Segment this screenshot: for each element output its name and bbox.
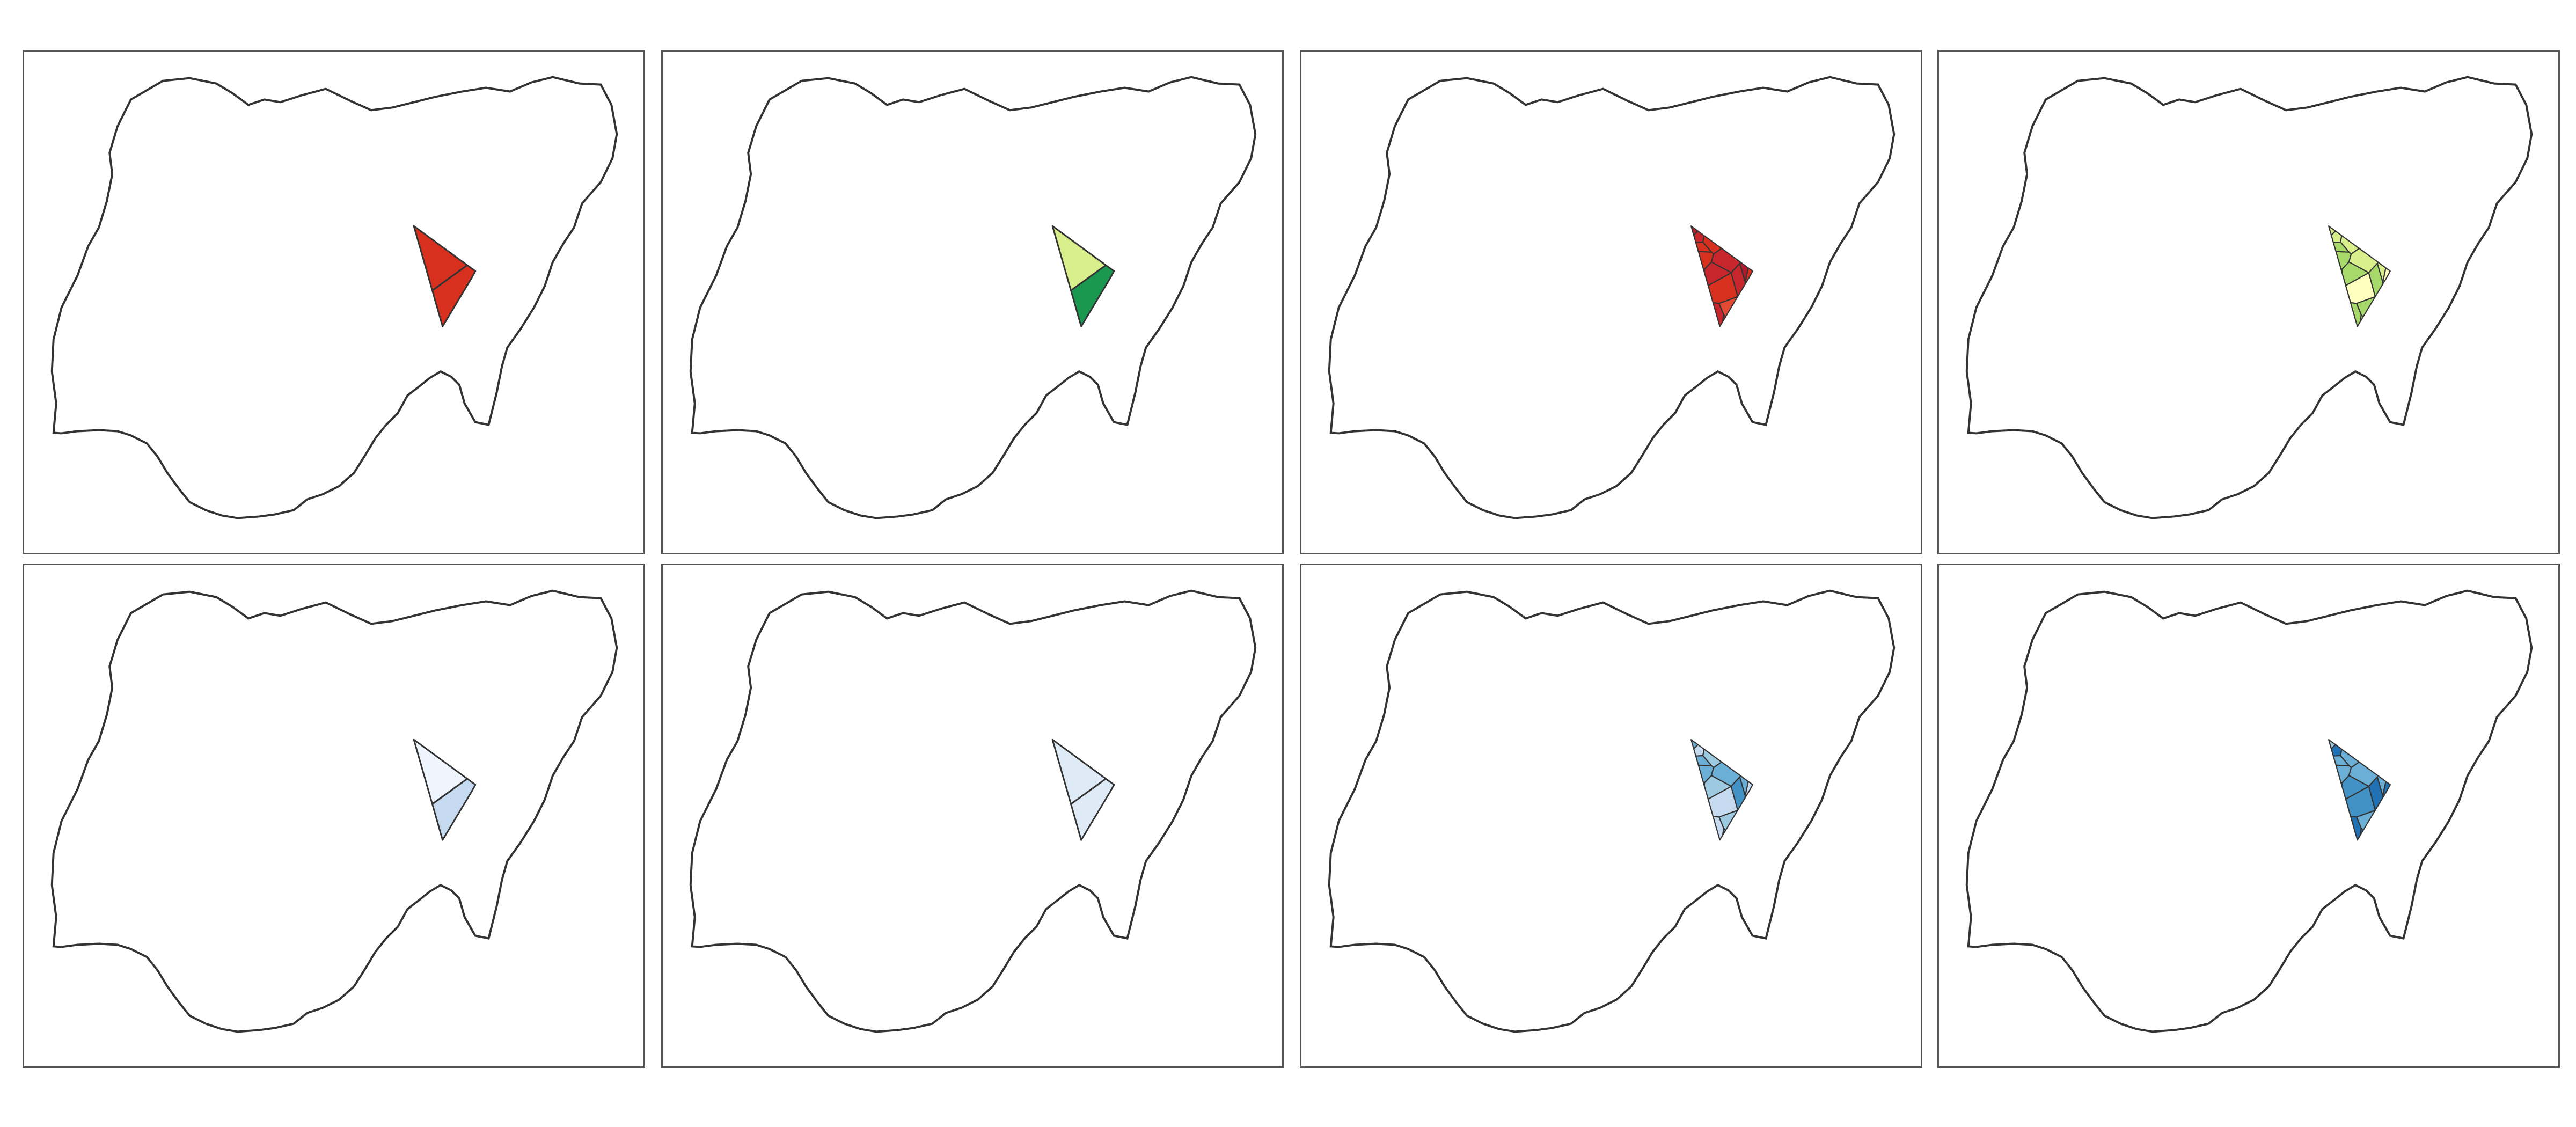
- lga-region: [2332, 241, 2350, 253]
- lga-region: [1744, 781, 1753, 799]
- country-outline: [50, 589, 618, 1033]
- map-panel-lga-blue-1: [1300, 564, 1922, 1068]
- nigeria-map: [1965, 589, 2533, 1033]
- nigeria-map: [50, 589, 618, 1033]
- map-panel-lga-blue-2: [1937, 564, 2560, 1068]
- lga-region: [1722, 314, 1726, 323]
- state-region: [431, 778, 477, 841]
- country-outline: [1965, 589, 2533, 1033]
- country-outline: [1328, 76, 1896, 519]
- lga-region: [2360, 314, 2364, 323]
- lga-region: [2332, 755, 2350, 766]
- lga-region: [1702, 268, 1706, 273]
- country-outline: [689, 589, 1257, 1033]
- lga-region: [2340, 268, 2343, 273]
- map-panel-state-red: [23, 50, 645, 554]
- nigeria-map: [1328, 76, 1896, 519]
- lga-region: [2328, 739, 2336, 750]
- lga-region: [1722, 828, 1726, 836]
- country-outline: [689, 76, 1257, 519]
- map-panel-lga-red: [1300, 50, 1922, 554]
- lga-region: [1744, 267, 1753, 285]
- lga-region: [1695, 241, 1713, 253]
- country-outline: [1328, 589, 1896, 1033]
- lga-region: [2382, 781, 2391, 799]
- lga-region: [2328, 225, 2336, 236]
- nigeria-map: [1965, 76, 2533, 519]
- lga-region: [1690, 739, 1699, 750]
- nigeria-map: [689, 589, 1257, 1033]
- lga-region: [2360, 828, 2364, 836]
- state-region: [1070, 778, 1115, 841]
- lga-region: [1690, 225, 1699, 236]
- nigeria-map: [50, 76, 618, 519]
- country-outline: [50, 76, 618, 519]
- lga-region: [1695, 755, 1713, 766]
- map-panel-state-green: [661, 50, 1284, 554]
- map-panel-lga-green: [1937, 50, 2560, 554]
- state-region: [431, 264, 477, 327]
- state-region: [1070, 264, 1115, 327]
- map-panel-state-blue-1: [23, 564, 645, 1068]
- lga-region: [2340, 781, 2343, 787]
- nigeria-map: [1328, 589, 1896, 1033]
- lga-region: [1702, 781, 1706, 787]
- nigeria-map: [689, 76, 1257, 519]
- lga-region: [2382, 267, 2391, 285]
- map-panel-state-blue-2: [661, 564, 1284, 1068]
- country-outline: [1965, 76, 2533, 519]
